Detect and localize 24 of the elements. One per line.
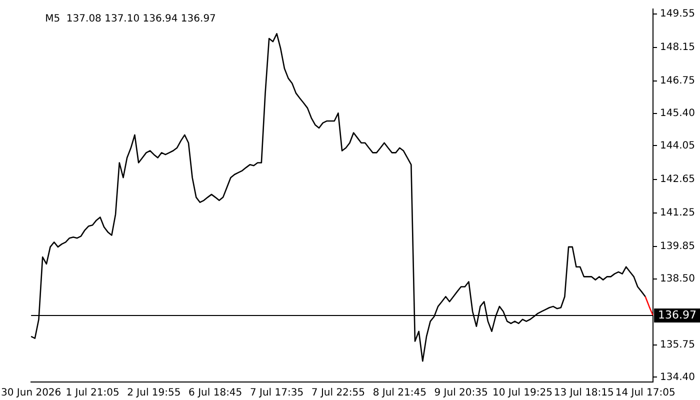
y-tick-label: 135.75 bbox=[660, 339, 696, 350]
y-tick-label: 145.40 bbox=[660, 108, 696, 119]
y-tick-label: 139.85 bbox=[660, 241, 696, 252]
x-tick-label: 14 Jul 17:05 bbox=[615, 388, 676, 399]
y-tick-label: 141.25 bbox=[660, 207, 696, 218]
x-tick-label: 1 Jul 21:05 bbox=[66, 388, 120, 399]
y-tick-label: 134.40 bbox=[660, 372, 696, 383]
y-tick-label: 144.05 bbox=[660, 140, 696, 152]
y-tick-label: 142.65 bbox=[660, 174, 696, 185]
x-tick-label: 10 Jul 19:25 bbox=[492, 388, 552, 399]
x-tick-label: 2 Jul 19:55 bbox=[127, 388, 181, 399]
x-tick-label: 7 Jul 22:55 bbox=[311, 388, 366, 399]
x-tick-label: 6 Jul 18:45 bbox=[188, 388, 242, 399]
y-tick-label: 149.55 bbox=[660, 8, 696, 20]
y-tick-label: 138.50 bbox=[660, 273, 696, 284]
x-tick-label: 13 Jul 18:15 bbox=[554, 388, 614, 399]
chart-title: M5 137.08 137.10 136.94 136.97 bbox=[45, 14, 216, 25]
ref-line-label: 136.97 bbox=[658, 308, 697, 322]
x-tick-label: 9 Jul 20:35 bbox=[434, 388, 488, 399]
y-tick-label: 146.75 bbox=[660, 76, 696, 87]
x-tick-label: 7 Jul 17:35 bbox=[250, 388, 304, 399]
y-tick-label: 148.15 bbox=[660, 42, 696, 53]
x-tick-label: 8 Jul 21:45 bbox=[372, 388, 426, 399]
x-tick-label: 30 Jun 2026 bbox=[1, 388, 62, 399]
